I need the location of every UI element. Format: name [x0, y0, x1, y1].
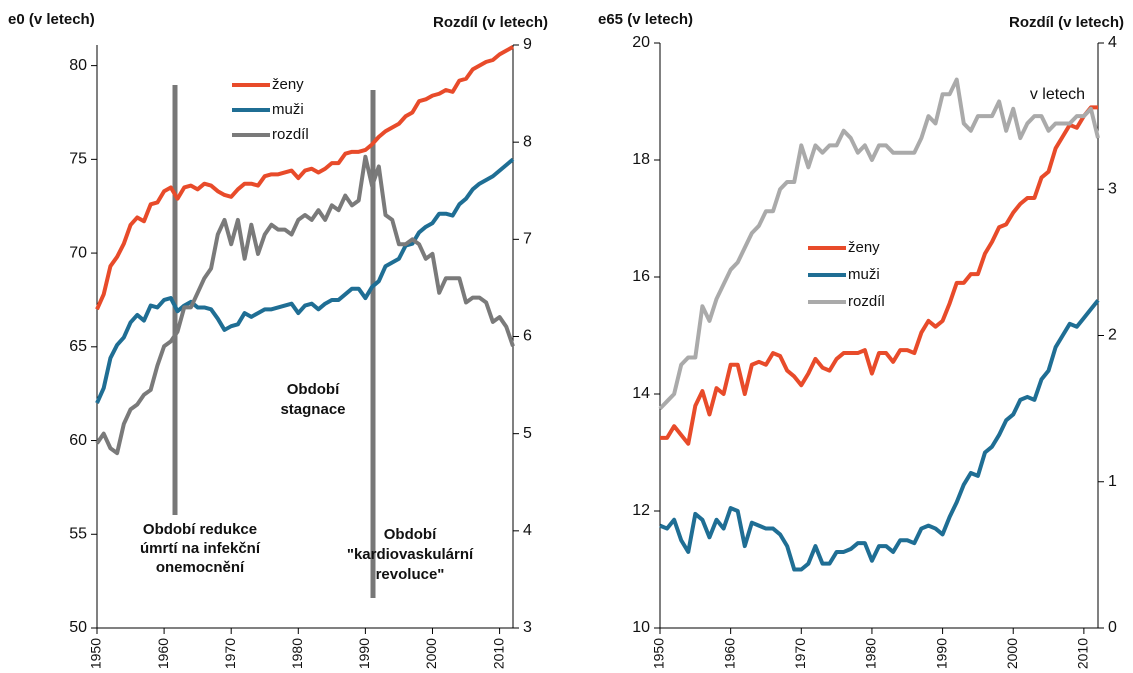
x-tick-label: 1990: [933, 638, 949, 669]
y-tick-label: 16: [632, 268, 650, 285]
x-tick-label: 2000: [423, 638, 439, 669]
legend-label: rozdíl: [272, 126, 309, 143]
annotation: stagnace: [280, 401, 345, 418]
y2-tick-label: 9: [523, 36, 532, 53]
y2-axis-title: Rozdíl (v letech): [433, 14, 548, 31]
series-line: [95, 157, 515, 404]
y2-tick-label: 4: [523, 522, 532, 539]
y-tick-label: 14: [632, 385, 650, 402]
annotation: Období: [384, 526, 437, 543]
legend-label: muži: [272, 101, 304, 118]
y2-tick-label: 7: [523, 231, 532, 248]
y-tick-label: 80: [69, 57, 87, 74]
x-tick-label: 1970: [792, 638, 808, 669]
annotation: v letech: [1030, 86, 1085, 103]
y-tick-label: 65: [69, 338, 87, 355]
y-tick-label: 75: [69, 151, 87, 168]
y2-tick-label: 5: [523, 425, 532, 442]
y2-tick-label: 8: [523, 133, 532, 150]
y-tick-label: 55: [69, 525, 87, 542]
y-axis-title: e65 (v letech): [598, 11, 693, 28]
y-tick-label: 50: [69, 619, 87, 636]
x-tick-label: 1950: [88, 638, 104, 669]
legend-label: ženy: [272, 76, 304, 93]
x-tick-label: 2010: [1075, 638, 1091, 669]
x-tick-label: 1960: [155, 638, 171, 669]
legend-label: muži: [848, 266, 880, 283]
y-tick-label: 12: [632, 502, 650, 519]
x-tick-label: 2000: [1004, 638, 1020, 669]
y-tick-label: 18: [632, 151, 650, 168]
x-tick-label: 1980: [863, 638, 879, 669]
y-tick-label: 10: [632, 619, 650, 636]
y2-tick-label: 3: [1108, 180, 1117, 197]
y-tick-label: 70: [69, 244, 87, 261]
y-tick-label: 60: [69, 432, 87, 449]
legend-label: ženy: [848, 239, 880, 256]
series-line: [660, 105, 1098, 446]
y-tick-label: 20: [632, 34, 650, 51]
annotation: Období: [287, 381, 340, 398]
x-tick-label: 2010: [490, 638, 506, 669]
y2-tick-label: 4: [1108, 34, 1117, 51]
annotation: "kardiovaskulární: [347, 546, 474, 563]
annotation: úmrtí na infekční: [140, 540, 261, 557]
x-tick-label: 1960: [721, 638, 737, 669]
series-line: [659, 299, 1100, 572]
y2-tick-label: 2: [1108, 327, 1117, 344]
annotation: onemocnění: [156, 559, 245, 576]
series-line: [658, 77, 1100, 411]
y2-tick-label: 1: [1108, 473, 1117, 490]
series-line: [95, 45, 514, 311]
legend-label: rozdíl: [848, 293, 885, 310]
y2-tick-label: 6: [523, 328, 532, 345]
annotation: Období redukce: [143, 521, 257, 538]
series-line: [95, 154, 515, 456]
x-tick-label: 1990: [356, 638, 372, 669]
y2-tick-label: 3: [523, 619, 532, 636]
x-tick-label: 1970: [222, 638, 238, 669]
x-tick-label: 1950: [651, 638, 667, 669]
y2-axis-title: Rozdíl (v letech): [1009, 14, 1124, 31]
y-axis-title: e0 (v letech): [8, 11, 95, 28]
annotation: revoluce": [376, 566, 445, 583]
y2-tick-label: 0: [1108, 619, 1117, 636]
x-tick-label: 1980: [289, 638, 305, 669]
